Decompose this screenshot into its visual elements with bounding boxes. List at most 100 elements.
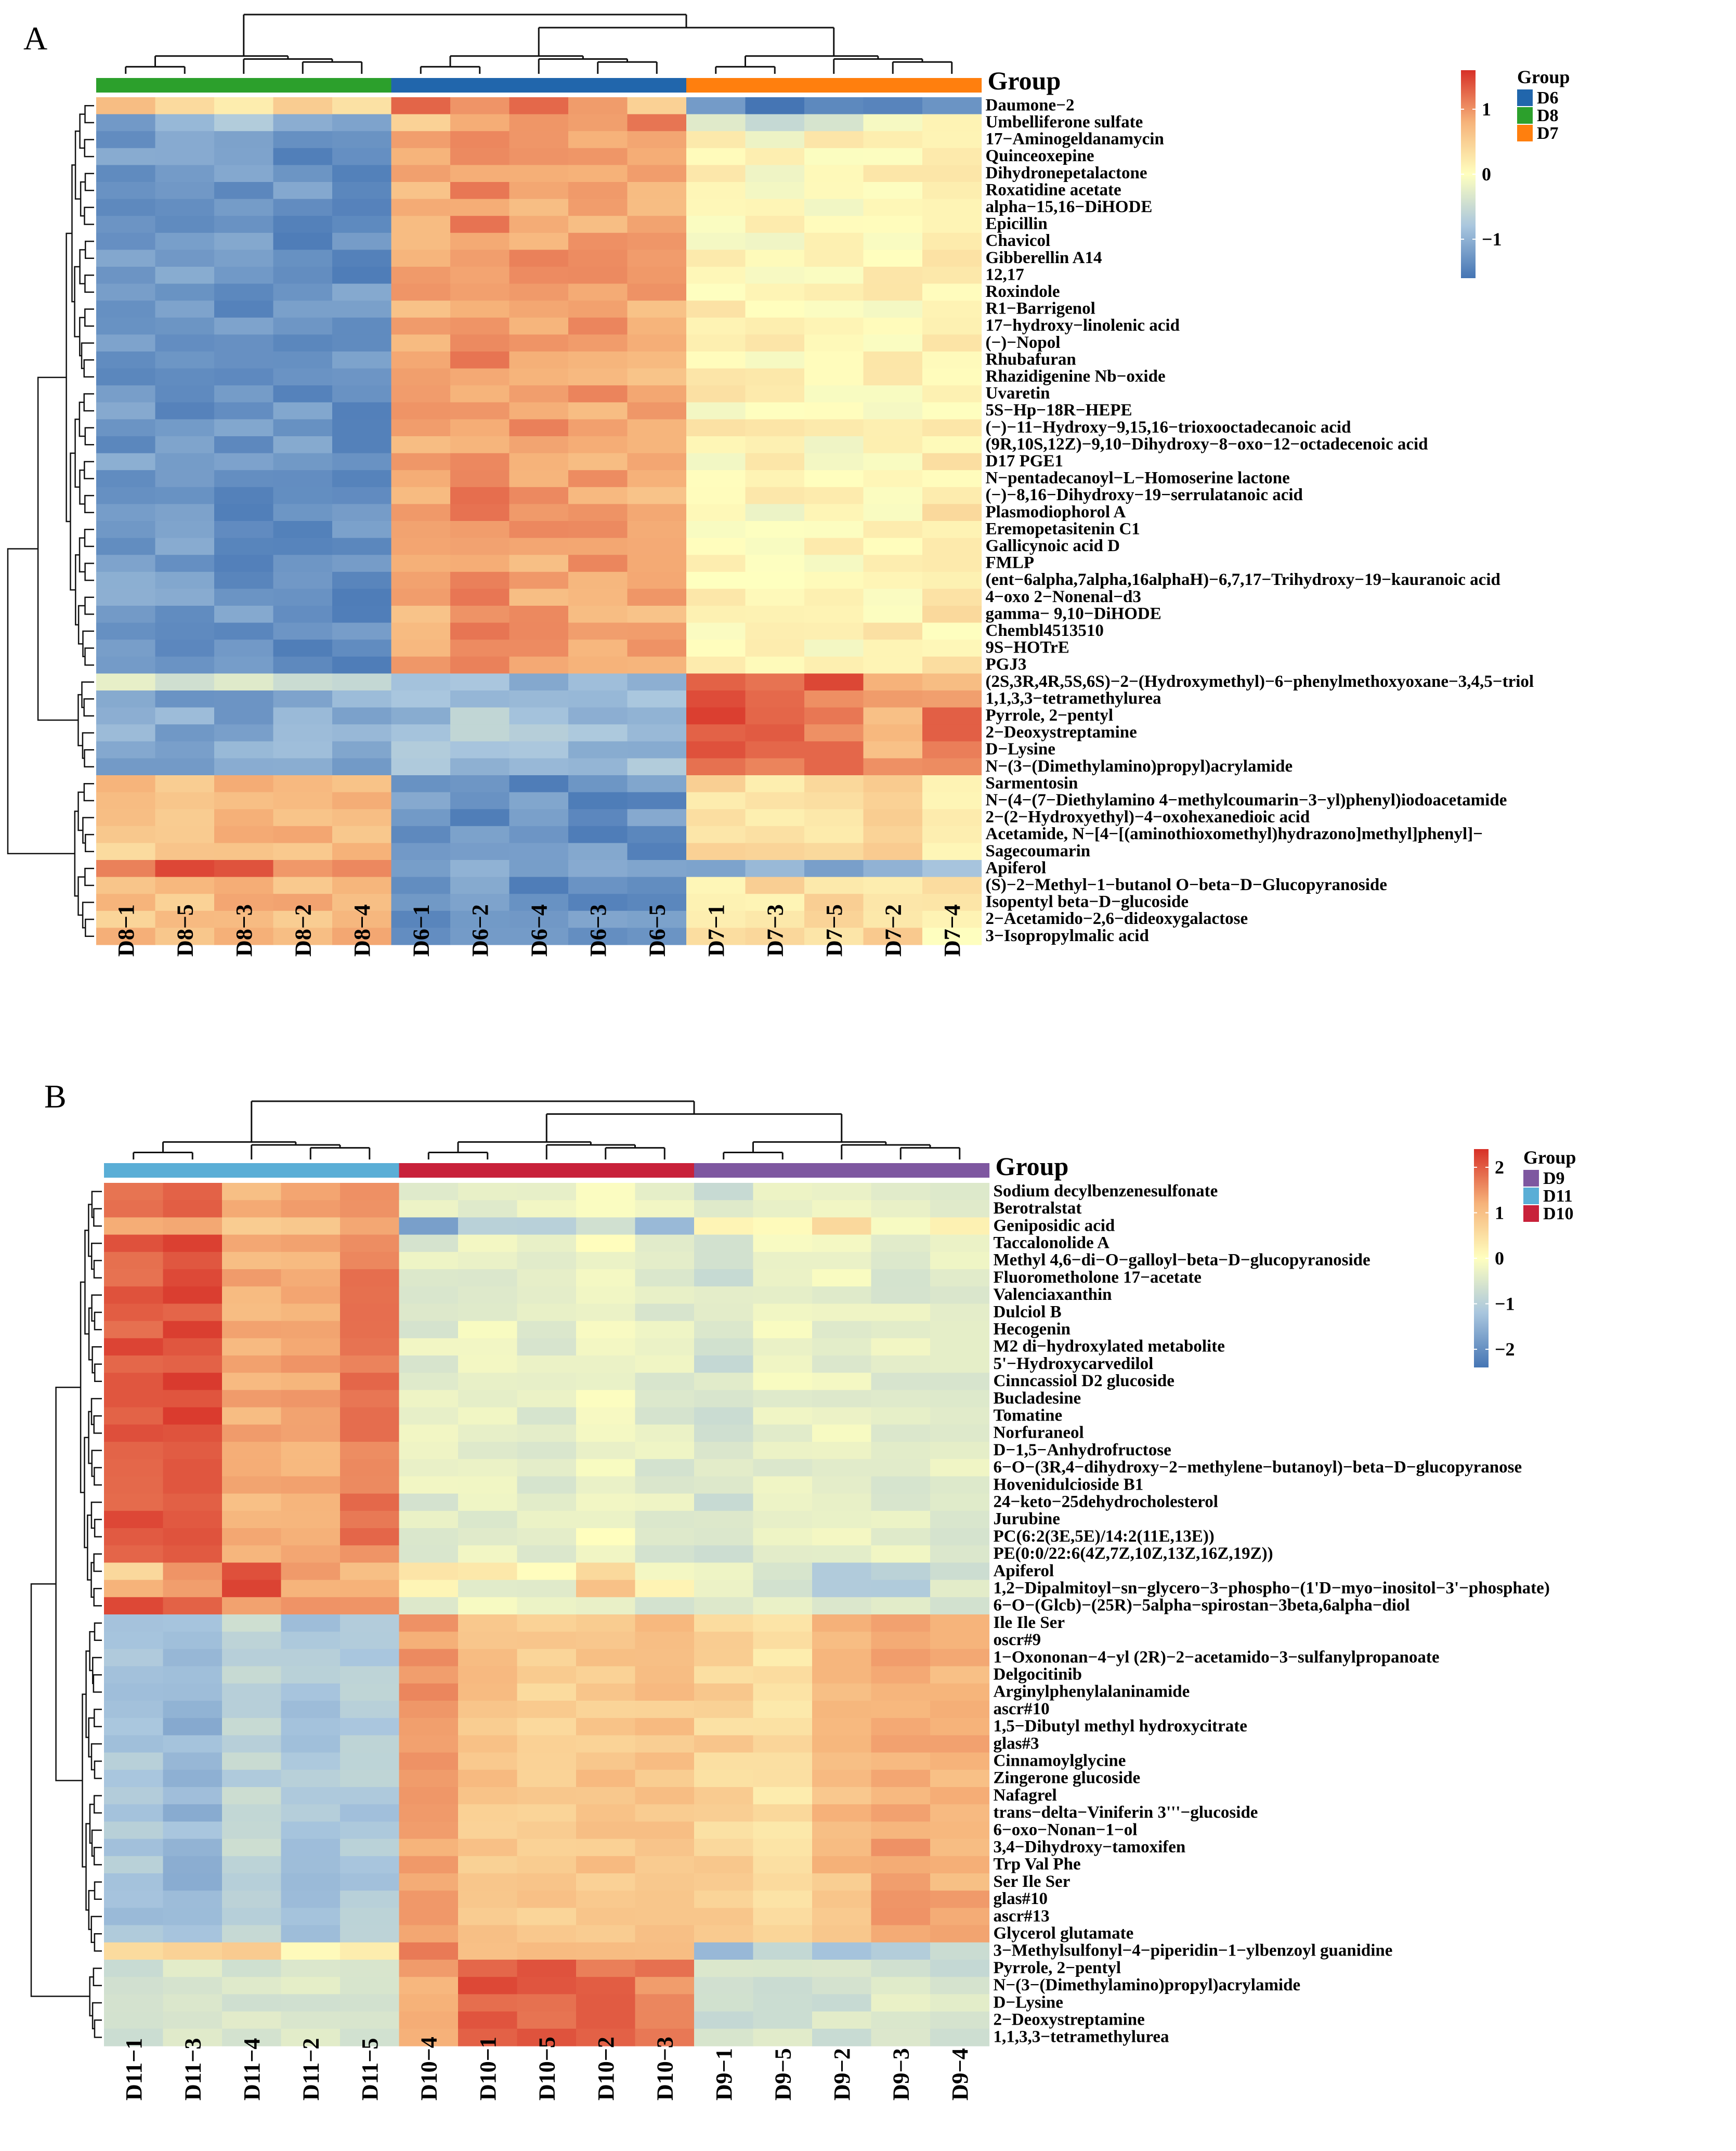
- heatmap-cell: [930, 1942, 990, 1960]
- heatmap-cell: [399, 1960, 459, 1977]
- row-label: Epicillin: [986, 215, 1048, 233]
- heatmap-cell: [273, 826, 333, 843]
- heatmap-cell: [812, 1649, 872, 1667]
- heatmap-cell: [214, 453, 274, 471]
- heatmap-cell: [163, 1632, 223, 1649]
- heatmap-cell: [281, 1683, 341, 1701]
- heatmap-cell: [509, 436, 569, 454]
- heatmap-cell: [871, 1873, 931, 1891]
- heatmap-cell: [753, 1442, 813, 1459]
- heatmap-cell: [930, 1476, 990, 1494]
- heatmap-cell: [922, 555, 982, 572]
- heatmap-cell: [627, 97, 687, 115]
- heatmap-cell: [155, 470, 215, 488]
- heatmap-cell: [96, 368, 156, 386]
- heatmap-cell: [812, 1493, 872, 1511]
- heatmap-cell: [391, 724, 451, 742]
- heatmap-cell: [332, 724, 392, 742]
- heatmap-cell: [458, 1286, 518, 1304]
- heatmap-cell: [340, 1891, 400, 1908]
- heatmap-cell: [214, 741, 274, 759]
- heatmap-cell: [509, 232, 569, 250]
- heatmap-cell: [458, 1839, 518, 1857]
- heatmap-cell: [96, 436, 156, 454]
- heatmap-cell: [517, 1217, 577, 1235]
- heatmap-cell: [568, 182, 628, 200]
- heatmap-cell: [281, 2011, 341, 2029]
- heatmap-cell: [686, 826, 746, 843]
- heatmap-cell: [222, 1821, 282, 1840]
- heatmap-cell: [871, 1407, 931, 1425]
- heatmap-cell: [753, 1217, 813, 1235]
- heatmap-cell: [517, 1683, 577, 1701]
- heatmap-cell: [155, 606, 215, 623]
- heatmap-cell: [391, 775, 451, 793]
- heatmap-cell: [96, 707, 156, 725]
- heatmap-cell: [694, 1355, 754, 1373]
- heatmap-cell: [627, 606, 687, 623]
- heatmap-cell: [163, 1562, 223, 1581]
- heatmap-cell: [509, 843, 569, 861]
- heatmap-cell: [214, 267, 274, 284]
- heatmap-cell: [812, 1562, 872, 1581]
- heatmap-cell: [340, 1407, 400, 1425]
- heatmap-cell: [694, 1994, 754, 2012]
- heatmap-cell: [391, 487, 451, 504]
- heatmap-cell: [568, 589, 628, 606]
- heatmap-cell: [391, 538, 451, 555]
- heatmap-cell: [863, 640, 923, 657]
- column-dendrogram: [133, 1100, 961, 1159]
- heatmap-cell: [399, 1908, 459, 1926]
- heatmap-cell: [96, 555, 156, 572]
- heatmap-cell: [96, 538, 156, 555]
- heatmap-cell: [281, 1752, 341, 1770]
- heatmap-cell: [399, 1234, 459, 1253]
- heatmap-cell: [281, 1303, 341, 1322]
- heatmap-cell: [930, 1510, 990, 1529]
- heatmap-cell: [391, 860, 451, 878]
- row-label: 6−oxo−Nonan−1−ol: [994, 1820, 1138, 1839]
- row-label: Arginylphenylalaninamide: [994, 1683, 1190, 1701]
- row-dendrogram: [7, 105, 94, 937]
- heatmap-cell: [458, 1942, 518, 1960]
- heatmap-cell: [863, 775, 923, 793]
- heatmap-cell: [745, 487, 805, 504]
- heatmap-cell: [922, 97, 982, 115]
- heatmap-cell: [391, 216, 451, 233]
- heatmap-cell: [812, 1407, 872, 1425]
- heatmap-cell: [399, 1321, 459, 1339]
- heatmap-cell: [96, 724, 156, 742]
- heatmap-cell: [812, 1476, 872, 1494]
- heatmap-cell: [104, 1769, 164, 1788]
- heatmap-cell: [399, 1891, 459, 1908]
- group-bar-cell: [509, 78, 569, 93]
- heatmap-cell: [458, 1614, 518, 1632]
- heatmap-cell: [509, 707, 569, 725]
- heatmap-cell: [163, 1545, 223, 1563]
- heatmap-cell: [340, 1252, 400, 1270]
- heatmap-cell: [576, 1787, 636, 1805]
- heatmap-cell: [458, 1545, 518, 1563]
- heatmap-cell: [450, 301, 510, 318]
- heatmap-cell: [214, 606, 274, 623]
- heatmap-cell: [694, 1683, 754, 1701]
- heatmap-cell: [458, 1804, 518, 1822]
- heatmap-cell: [222, 1977, 282, 1994]
- heatmap-cell: [281, 1545, 341, 1563]
- heatmap-cell: [635, 1286, 695, 1304]
- heatmap-cell: [104, 1597, 164, 1615]
- heatmap-cell: [922, 571, 982, 589]
- row-label: 2−Acetamido−2,6−dideoxygalactose: [986, 909, 1248, 928]
- heatmap-cell: [96, 640, 156, 657]
- heatmap-cell: [163, 1666, 223, 1684]
- heatmap-cell: [155, 690, 215, 708]
- heatmap-cell: [517, 1804, 577, 1822]
- heatmap-cell: [340, 1183, 400, 1201]
- heatmap-cell: [753, 1510, 813, 1529]
- heatmap-cell: [391, 640, 451, 657]
- heatmap-cell: [871, 1252, 931, 1270]
- heatmap-cell: [804, 571, 864, 589]
- group-legend-label: D11: [1543, 1187, 1573, 1206]
- heatmap-cell: [922, 232, 982, 250]
